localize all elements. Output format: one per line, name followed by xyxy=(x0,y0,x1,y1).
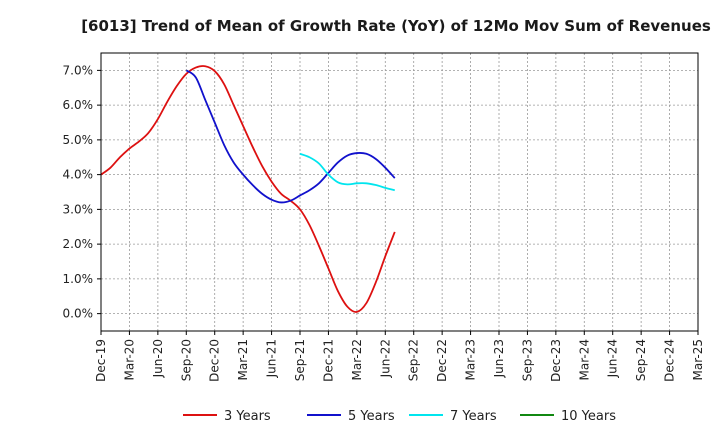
x-tick-label: Mar-23 xyxy=(464,339,478,380)
y-axis: 0.0% 1.0% 2.0% 3.0% 4.0% 5.0% 6.0% 7.0% xyxy=(63,63,101,321)
y-tick-label: 4.0% xyxy=(63,168,94,182)
x-tick-label: Dec-20 xyxy=(208,339,222,382)
y-tick-label: 5.0% xyxy=(63,133,94,147)
x-tick-label: Jun-22 xyxy=(378,339,392,378)
x-tick-label: Jun-21 xyxy=(265,339,279,378)
y-tick-label: 0.0% xyxy=(63,307,94,321)
legend-label-7-years: 7 Years xyxy=(450,409,497,424)
plot-border xyxy=(100,52,699,332)
series-line-7-years xyxy=(299,152,395,192)
y-tick-label: 6.0% xyxy=(63,98,94,112)
legend-label-5-years: 5 Years xyxy=(348,409,395,424)
x-tick-label: Jun-23 xyxy=(492,339,506,378)
y-tick-label: 3.0% xyxy=(63,202,94,216)
plot-area xyxy=(100,52,699,332)
x-tick-label: Mar-21 xyxy=(236,339,250,380)
x-tick-label: Dec-21 xyxy=(321,339,335,382)
x-tick-label: Sep-23 xyxy=(520,339,534,381)
x-tick-label: Dec-19 xyxy=(94,339,108,382)
series-line-5-years xyxy=(185,69,396,204)
x-tick-label: Dec-23 xyxy=(549,339,563,382)
series-lines xyxy=(100,65,396,313)
x-tick-label: Dec-24 xyxy=(663,339,677,382)
grid xyxy=(101,53,698,331)
series-line-3-years xyxy=(100,65,396,313)
x-tick-label: Mar-22 xyxy=(350,339,364,380)
x-tick-label: Dec-22 xyxy=(435,339,449,382)
x-tick-label: Mar-24 xyxy=(577,339,591,380)
y-tick-label: 7.0% xyxy=(63,63,94,77)
x-axis: Dec-19 Mar-20 Jun-20 Sep-20 Dec-20 Mar-21 Jun-… xyxy=(94,331,705,382)
x-tick-label: Mar-25 xyxy=(691,339,705,380)
x-tick-label: Jun-20 xyxy=(151,339,165,378)
legend-label-3-years: 3 Years xyxy=(224,409,271,424)
x-tick-label: Sep-21 xyxy=(293,339,307,381)
chart-title: [6013] Trend of Mean of Growth Rate (YoY… xyxy=(81,17,711,35)
x-tick-label: Sep-20 xyxy=(179,339,193,381)
x-tick-label: Jun-24 xyxy=(606,339,620,378)
y-tick-label: 1.0% xyxy=(63,272,94,286)
x-tick-label: Sep-24 xyxy=(634,339,648,381)
legend-label-10-years: 10 Years xyxy=(561,409,616,424)
x-tick-label: Sep-22 xyxy=(407,339,421,381)
legend: 3 Years 5 Years 7 Years 10 Years xyxy=(183,409,616,424)
y-tick-label: 2.0% xyxy=(63,237,94,251)
x-tick-label: Mar-20 xyxy=(122,339,136,380)
